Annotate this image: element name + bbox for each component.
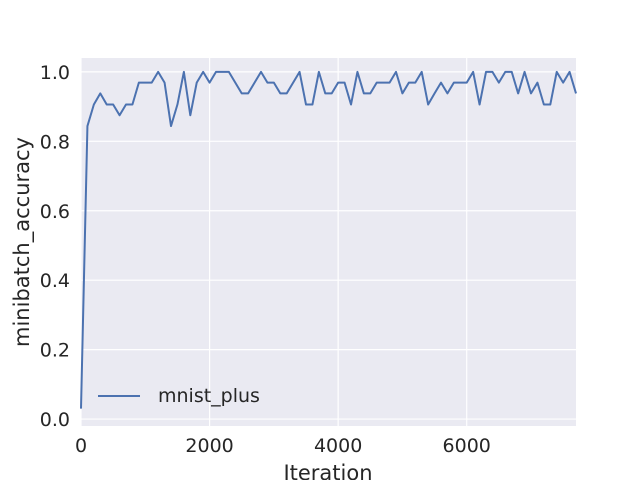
x-tick-label: 2000 <box>185 435 233 457</box>
x-gridlines <box>80 58 468 426</box>
y-tick-label: 0.6 <box>40 201 70 223</box>
y-tick-label: 1.0 <box>40 62 70 84</box>
x-tick-label: 4000 <box>314 435 362 457</box>
legend-label-mnist-plus: mnist_plus <box>158 385 260 407</box>
y-axis-label: minibatch_accuracy <box>10 137 35 347</box>
y-tick-label: 0.0 <box>40 409 70 431</box>
y-tick-label: 0.4 <box>40 270 70 292</box>
y-tick-labels: 0.0 0.2 0.4 0.6 0.8 1.0 <box>40 62 70 431</box>
x-tick-label: 0 <box>75 435 87 457</box>
legend: mnist_plus <box>98 385 260 407</box>
series-line-mnist-plus <box>80 70 577 409</box>
plot-area <box>81 58 576 426</box>
x-axis-label: Iteration <box>283 461 372 480</box>
y-tick-label: 0.8 <box>40 131 70 153</box>
y-tick-label: 0.2 <box>40 340 70 362</box>
series-layer <box>80 70 577 409</box>
x-tick-labels: 0 2000 4000 6000 <box>75 435 491 457</box>
x-tick-label: 6000 <box>443 435 491 457</box>
